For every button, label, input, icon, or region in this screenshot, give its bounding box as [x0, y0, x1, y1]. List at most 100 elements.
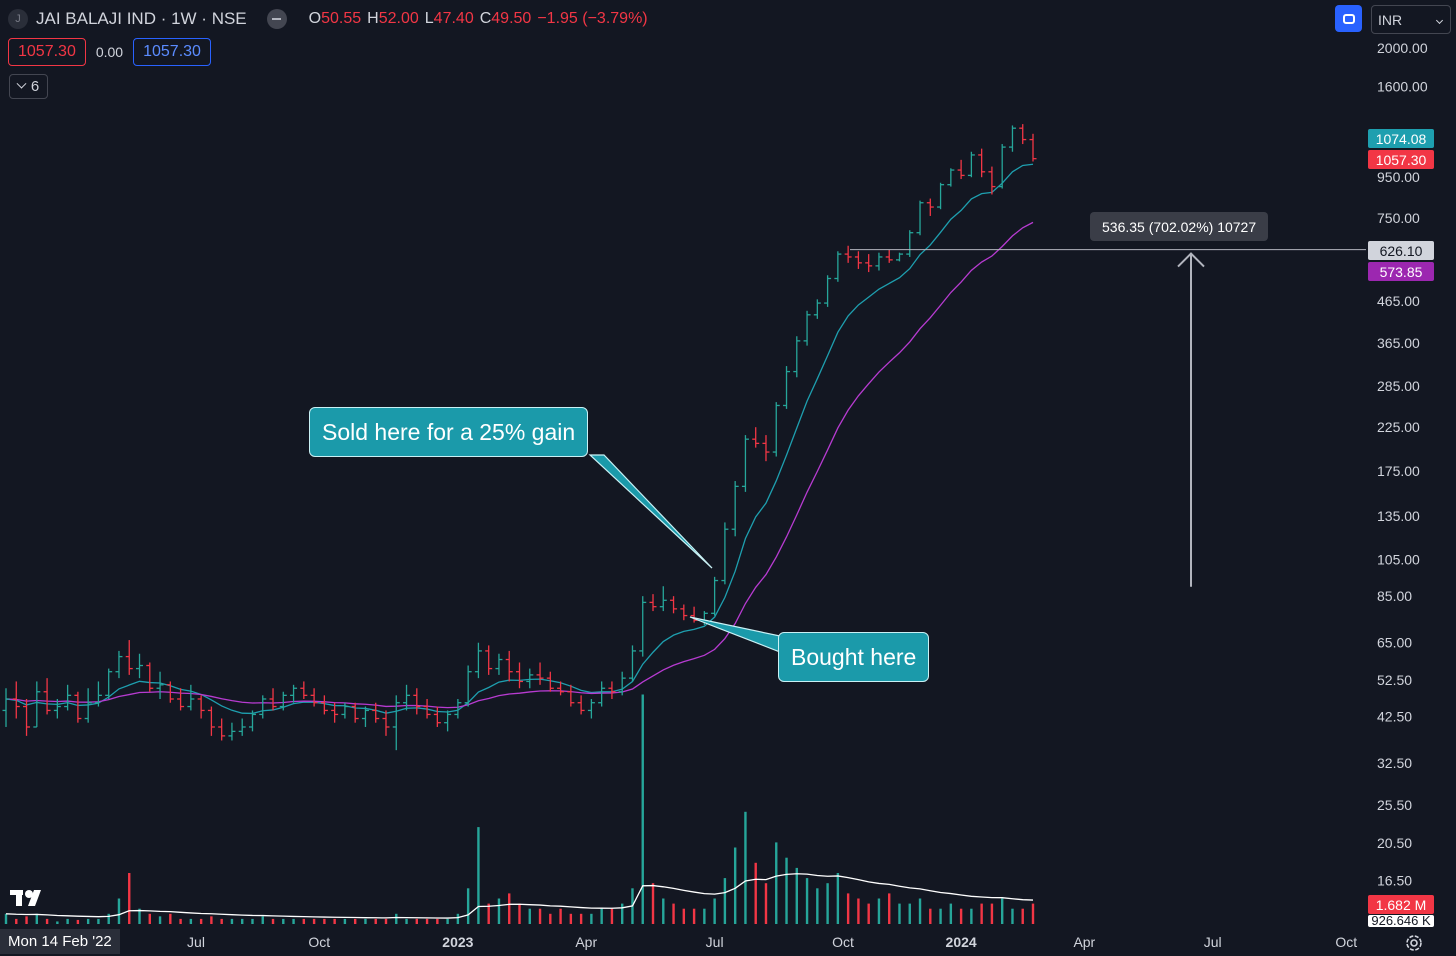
volume-bar — [980, 903, 983, 924]
volume-bar — [241, 918, 244, 924]
price-axis-label: 32.50 — [1377, 755, 1412, 771]
sold-callout-pointer — [588, 454, 713, 569]
price-axis-label: 2000.00 — [1377, 40, 1428, 56]
volume-bar — [826, 883, 829, 924]
volume-bar — [477, 827, 480, 924]
price-axis-label: 65.00 — [1377, 635, 1412, 651]
bought-callout-pointer — [689, 616, 781, 653]
volume-bar — [703, 908, 706, 924]
volume-bar — [836, 873, 840, 924]
volume-bar — [169, 913, 172, 924]
indicators-toggle-button[interactable]: 6 — [9, 74, 48, 99]
volume-bar — [569, 913, 573, 924]
volume-bar — [929, 908, 932, 924]
volume-bar — [251, 918, 254, 924]
measure-label: 536.35 (702.02%) 10727 — [1090, 212, 1269, 241]
price-axis-label: 750.00 — [1377, 210, 1420, 226]
price-axis-label: 465.00 — [1377, 293, 1420, 309]
ohlc-open-key: O — [308, 10, 322, 27]
price-axis-label: 175.00 — [1377, 463, 1420, 479]
price-axis-label: 365.00 — [1377, 335, 1420, 351]
sold-callout[interactable]: Sold here for a 25% gain — [309, 407, 589, 457]
measure-tool[interactable] — [588, 249, 1366, 653]
bought-callout[interactable]: Bought here — [778, 632, 930, 682]
volume-bar — [621, 903, 624, 924]
volume-bar — [128, 873, 131, 924]
volume-bar — [302, 918, 306, 924]
volume-bar — [1000, 898, 1004, 924]
time-axis-label: Oct — [1335, 934, 1357, 950]
gear-icon[interactable] — [1404, 933, 1424, 953]
volume-bar — [939, 908, 942, 924]
volume-bar — [754, 862, 757, 924]
volume-bar — [425, 918, 429, 924]
volume-bar — [662, 898, 665, 924]
hide-icon[interactable] — [266, 9, 287, 29]
price-axis-label: 20.50 — [1377, 835, 1412, 851]
indicators-count: 6 — [30, 78, 40, 95]
volume-bar — [117, 898, 121, 924]
volume-bar — [4, 913, 8, 924]
volume-bar — [785, 857, 788, 924]
volume-bar — [610, 908, 614, 924]
trade-bar: 1057.30 0.00 1057.30 — [8, 38, 211, 66]
volume-bar — [446, 918, 449, 924]
sell-button[interactable]: 1057.30 — [8, 38, 86, 66]
volume-bar — [867, 903, 870, 924]
volume-bar — [271, 918, 275, 924]
measure-price-tag: 626.10 — [1368, 241, 1434, 260]
measure-arrowhead — [1177, 252, 1205, 268]
volume-ma-path — [5, 873, 1034, 919]
volume-bar — [1021, 908, 1024, 924]
volume-bar — [353, 918, 357, 924]
price-axis-label: 105.00 — [1377, 551, 1420, 567]
volume-bar — [898, 903, 901, 924]
time-axis-label: Apr — [1073, 934, 1095, 950]
buy-button[interactable]: 1057.30 — [133, 38, 211, 66]
volume-bar — [35, 913, 39, 924]
volume-bar — [158, 916, 162, 924]
volume-bar — [323, 918, 326, 924]
time-axis-label: Jul — [706, 934, 724, 950]
volume-bar — [384, 918, 388, 924]
volume-bar — [415, 918, 418, 924]
volume-bar — [179, 918, 182, 924]
volume-ma-line — [5, 873, 1034, 919]
symbol-title[interactable]: JAI BALAJI IND · 1W · NSE — [36, 9, 247, 28]
volume-bar — [436, 918, 439, 924]
volume-bar — [959, 908, 963, 924]
time-axis-label: Apr — [575, 934, 597, 950]
volume-bar — [846, 893, 850, 924]
volume-bar — [744, 811, 747, 924]
currency-select[interactable]: INR — [1371, 5, 1451, 34]
volume-bar — [333, 918, 336, 924]
spread-value: 0.00 — [95, 44, 124, 60]
volume-bar — [764, 883, 768, 924]
time-axis-label: Oct — [832, 934, 854, 950]
symbol-logo-icon[interactable]: J — [8, 9, 28, 29]
volume-bar — [487, 903, 490, 924]
ohlc-high-value: 52.00 — [378, 10, 419, 27]
volume-bar — [918, 898, 922, 924]
volume-bar — [949, 903, 953, 924]
volume-bar — [682, 908, 686, 924]
tradingview-logo-icon[interactable] — [10, 886, 50, 908]
volume-bar — [405, 918, 408, 924]
volume-bar — [220, 918, 223, 924]
price-axis-label: 42.50 — [1377, 708, 1412, 724]
ema-fast-price-tag: 1074.08 — [1368, 129, 1434, 148]
time-axis[interactable]: Jul Oct 2023 Apr Jul Oct 2024 Apr Jul Oct — [187, 934, 1357, 950]
ohlc-change: −1.95 (−3.79%) — [537, 10, 648, 27]
price-axis[interactable]: 2000.00 1600.00 950.00 750.00 465.00 365.00 28… — [1377, 40, 1428, 889]
volume-bar — [990, 903, 994, 924]
sync-icon[interactable] — [1335, 5, 1362, 32]
price-axis-label: 135.00 — [1377, 508, 1420, 524]
volume-bar — [282, 918, 285, 924]
volume-bar — [210, 916, 213, 924]
volume-bar — [651, 883, 655, 924]
volume-bar — [559, 908, 562, 924]
volume-bar — [497, 898, 501, 924]
price-axis-label: 225.00 — [1377, 419, 1420, 435]
